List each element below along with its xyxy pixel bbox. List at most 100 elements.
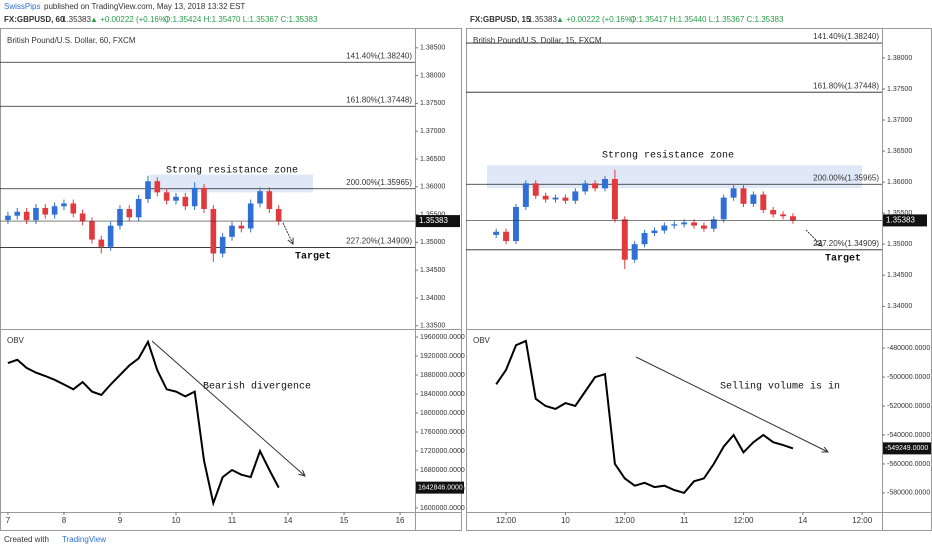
fib-label: 200.00%(1.35965) <box>346 178 412 187</box>
y-tick-label: -480000.0000 <box>887 345 930 352</box>
candle-body <box>641 233 648 245</box>
annotation: Selling volume is in <box>720 381 840 393</box>
y-tick-label: -580000.0000 <box>887 490 930 497</box>
y-tick-label: 1.38500 <box>420 45 445 52</box>
x-tick-label: 14 <box>284 516 293 525</box>
candle-body <box>210 209 217 254</box>
ohlc: O:1.35424 H:1.35470 L:1.35367 C:1.35383 <box>164 15 318 24</box>
pane-title: OBV <box>473 336 491 345</box>
candle-body <box>720 197 727 220</box>
candle-body <box>770 210 777 215</box>
candle-body <box>173 196 179 201</box>
zone-label: Strong resistance zone <box>166 165 298 177</box>
candle-body <box>631 244 638 260</box>
y-tick-label: 1920000.0000 <box>420 353 465 360</box>
candle-body <box>493 231 500 235</box>
target-label: Target <box>825 254 861 265</box>
candle-body <box>126 209 133 218</box>
change: ▲ +0.00222 (+0.16%) <box>90 15 169 24</box>
y-tick-label: 1.35500 <box>420 211 445 218</box>
candle-body <box>503 231 510 242</box>
target-arrow <box>282 222 293 244</box>
symbol: FX:GBPUSD, 15 <box>470 15 531 24</box>
last-value-label: 1642846.0000 <box>418 484 463 491</box>
candle-body <box>611 179 618 220</box>
candle-body <box>219 236 226 254</box>
y-tick-label: -540000.0000 <box>887 432 930 439</box>
y-tick-label: 1.36000 <box>420 184 445 191</box>
candle-body <box>552 197 559 200</box>
candle-body <box>145 181 151 200</box>
candle-body <box>602 179 608 189</box>
candle-body <box>51 206 58 215</box>
chart-title: British Pound/U.S. Dollar, 15, FXCM <box>473 36 602 45</box>
x-tick-label: 12:00 <box>852 516 873 525</box>
y-tick-label: 1.37000 <box>887 117 912 124</box>
candle-body <box>266 191 273 210</box>
candle-body <box>42 207 49 215</box>
fib-label: 161.80%(1.37448) <box>813 81 879 90</box>
candle-body <box>572 191 579 201</box>
candle-body <box>238 225 245 229</box>
resistance-zone <box>150 174 313 193</box>
fib-label: 141.40%(1.38240) <box>813 32 879 41</box>
y-tick-label: -560000.0000 <box>887 461 930 468</box>
candle-body <box>562 197 569 201</box>
candle-body <box>23 211 30 221</box>
candle-body <box>107 225 114 247</box>
last-value-label: -549249.0000 <box>885 445 928 452</box>
y-tick-label: 1600000.0000 <box>420 505 465 512</box>
candle-body <box>191 187 198 207</box>
published: published on TradingView.com, May 13, 20… <box>44 2 245 11</box>
last-value-box <box>883 442 931 455</box>
candle-body <box>710 219 717 229</box>
y-tick-label: 1960000.0000 <box>420 334 465 341</box>
chart-title: British Pound/U.S. Dollar, 60, FXCM <box>7 36 136 45</box>
fib-label: 227.20%(1.34909) <box>813 239 879 248</box>
y-tick-label: 1.35500 <box>887 210 912 217</box>
y-tick-label: 1.38000 <box>887 55 912 62</box>
target-arrow <box>805 229 822 246</box>
candle-body <box>789 216 796 221</box>
candle-body <box>70 203 77 214</box>
candle-body <box>257 191 263 204</box>
candle-body <box>750 194 757 204</box>
brand[interactable]: SwissPips <box>4 2 40 11</box>
y-tick-label: 1760000.0000 <box>420 429 465 436</box>
x-tick-label: 12:00 <box>733 516 754 525</box>
candle-body <box>661 225 668 231</box>
quote: 1.35383 <box>528 15 557 24</box>
candle-body <box>79 213 86 222</box>
candle-body <box>61 203 67 207</box>
fib-label: 200.00%(1.35965) <box>813 173 879 182</box>
last-price-box <box>883 214 927 227</box>
x-tick-label: 10 <box>172 516 181 525</box>
symbol: FX:GBPUSD, 60 <box>4 15 65 24</box>
y-tick-label: -520000.0000 <box>887 403 930 410</box>
y-tick-label: 1.37500 <box>887 86 912 93</box>
candle-body <box>14 211 21 216</box>
candle-body <box>780 214 787 217</box>
y-tick-label: 1.36000 <box>887 179 912 186</box>
candle-body <box>117 209 123 226</box>
candle-body <box>651 230 658 234</box>
x-tick-label: 15 <box>340 516 349 525</box>
y-tick-label: 1.34000 <box>420 295 445 302</box>
candle-body <box>532 183 539 196</box>
x-tick-label: 12:00 <box>615 516 636 525</box>
y-tick-label: 1.34500 <box>420 267 445 274</box>
y-tick-label: 1840000.0000 <box>420 391 465 398</box>
candle-body <box>542 195 549 200</box>
candle-body <box>621 219 628 260</box>
x-tick-label: 16 <box>396 516 405 525</box>
candle-body <box>135 199 142 218</box>
y-tick-label: 1880000.0000 <box>420 372 465 379</box>
candle-body <box>98 239 105 247</box>
y-tick-label: -500000.0000 <box>887 374 930 381</box>
fib-label: 141.40%(1.38240) <box>346 51 412 60</box>
last-value-box <box>416 481 464 494</box>
y-tick-label: 1680000.0000 <box>420 467 465 474</box>
footer-logo[interactable]: TradingView <box>62 535 106 544</box>
y-tick-label: 1.35000 <box>887 241 912 248</box>
